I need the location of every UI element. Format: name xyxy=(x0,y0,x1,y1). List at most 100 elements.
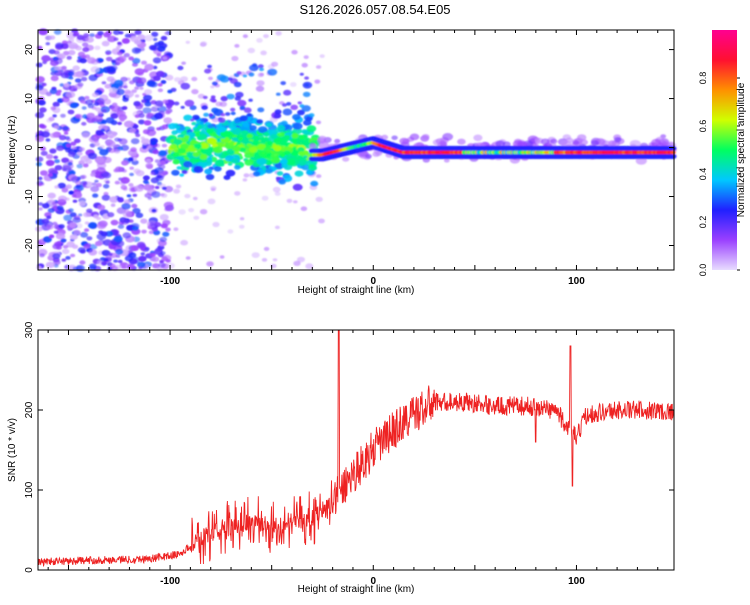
spectrogram-cell xyxy=(192,196,198,201)
spectrogram-cell xyxy=(178,209,186,215)
spectrogram-cell xyxy=(52,253,61,259)
spectrogram-cell xyxy=(54,165,63,171)
spectrogram-cell xyxy=(129,166,134,170)
spectrogram-cell xyxy=(239,105,246,110)
spectrogram-cell xyxy=(199,154,208,160)
spectrogram-cell xyxy=(69,102,79,109)
spectrogram-cell xyxy=(299,72,304,76)
spectrogram-cell xyxy=(251,119,258,124)
spectrogram-cell xyxy=(670,150,676,155)
spectrogram-cell xyxy=(172,159,180,165)
spectrogram-cell xyxy=(128,56,134,61)
spectrogram-cell xyxy=(80,174,87,179)
spectrogram-cell xyxy=(421,134,430,140)
spectrogram-cell xyxy=(225,169,236,177)
spectrogram-cell xyxy=(158,150,167,157)
spectrogram-cell xyxy=(86,112,95,119)
spectrogram-cell xyxy=(309,143,318,150)
spectrogram-cell xyxy=(108,148,116,153)
spectrogram-cell xyxy=(308,113,315,118)
spectrogram-cell xyxy=(70,253,76,258)
spectrogram-cell xyxy=(206,261,214,267)
chart-title: S126.2026.057.08.54.E05 xyxy=(299,2,450,17)
spectrogram-cell xyxy=(48,234,55,239)
spectrogram-cell xyxy=(65,143,72,148)
spectrogram-cell xyxy=(40,150,48,156)
spectrogram-cell xyxy=(148,230,154,235)
spectrogram-cell xyxy=(173,227,179,231)
spectrogram-cell xyxy=(95,130,104,136)
spectrogram-cell xyxy=(67,49,76,56)
spectrogram-cell xyxy=(61,248,70,255)
spectrogram-cell xyxy=(164,185,174,193)
spectrogram-cell xyxy=(163,117,173,124)
spectrogram-cell xyxy=(227,229,234,234)
spectrogram-cell xyxy=(105,180,110,184)
spectrogram-cell xyxy=(193,127,200,132)
spectrogram-cell xyxy=(132,124,139,129)
spectrogram-cell xyxy=(84,221,90,225)
spectrogram-cell xyxy=(133,168,141,174)
y-tick-label: 0 xyxy=(24,567,35,573)
spectrogram-cell xyxy=(239,224,245,229)
spectrogram-cell xyxy=(128,128,137,134)
spectrogram-cell xyxy=(81,106,87,110)
spectrogram-cell xyxy=(246,143,252,147)
spectrogram-cell xyxy=(194,116,200,120)
spectrogram-cell xyxy=(36,162,43,167)
spectrogram-cell xyxy=(72,65,80,71)
spectrogram-cell xyxy=(219,101,227,107)
spectrogram-cell xyxy=(283,89,292,96)
spectrogram-cell xyxy=(79,260,86,265)
spectrogram-cell xyxy=(92,193,99,198)
spectrogram-cell xyxy=(54,159,60,164)
spectrogram-cell xyxy=(115,88,125,96)
spectrogram-cell xyxy=(81,121,87,126)
spectrogram-cell xyxy=(66,55,72,60)
spectrogram-cell xyxy=(173,138,183,146)
spectrogram-cell xyxy=(181,169,188,174)
spectrogram-cell xyxy=(160,251,166,256)
spectrogram-cell xyxy=(300,206,308,211)
spectrogram-cell xyxy=(53,259,61,265)
spectrogram-cell xyxy=(186,151,192,156)
spectrogram-cell xyxy=(97,31,104,36)
spectrogram-cell xyxy=(402,138,410,145)
spectrogram-cell xyxy=(153,112,164,120)
spectrogram-cell xyxy=(69,234,78,240)
spectrogram-cell xyxy=(134,185,144,192)
spectrogram-cell xyxy=(128,219,134,223)
spectrogram-cell xyxy=(135,133,141,138)
spectrogram-cell xyxy=(495,140,506,148)
spectrogram-cell xyxy=(116,110,126,117)
spectrogram-cell xyxy=(156,266,163,271)
spectrogram-cell xyxy=(302,81,313,89)
spectrogram-cell xyxy=(41,82,47,87)
spectrogram-cell xyxy=(540,138,550,145)
spectrogram-cell xyxy=(129,80,135,85)
spectrogram-cell xyxy=(280,81,287,86)
spectrogram-cell xyxy=(151,227,158,232)
spectrogram-cell xyxy=(77,82,84,87)
colorbar-tick-label: 0.0 xyxy=(698,264,708,277)
spectrogram-cell xyxy=(55,232,66,240)
spectrogram-cell xyxy=(282,137,289,143)
spectrogram-cell xyxy=(38,207,43,211)
spectrogram-cell xyxy=(134,29,142,35)
spectrogram-cell xyxy=(144,181,150,185)
spectrogram-cell xyxy=(98,124,108,132)
spectrogram-cell xyxy=(55,42,64,49)
spectrogram-cell xyxy=(70,212,77,218)
spectrogram-cell xyxy=(257,107,265,113)
spectrogram-cell xyxy=(89,33,95,38)
spectrogram-cell xyxy=(57,89,62,93)
spectrogram-cell xyxy=(210,188,216,192)
spectrogram-cell xyxy=(247,47,256,54)
spectrogram-cell xyxy=(203,112,210,117)
spectrogram-cell xyxy=(248,72,255,77)
spectrogram-cell xyxy=(181,143,189,150)
spectrogram-cell xyxy=(188,208,195,213)
spectrogram-cell xyxy=(230,111,236,116)
y-tick-label: 10 xyxy=(24,93,35,105)
